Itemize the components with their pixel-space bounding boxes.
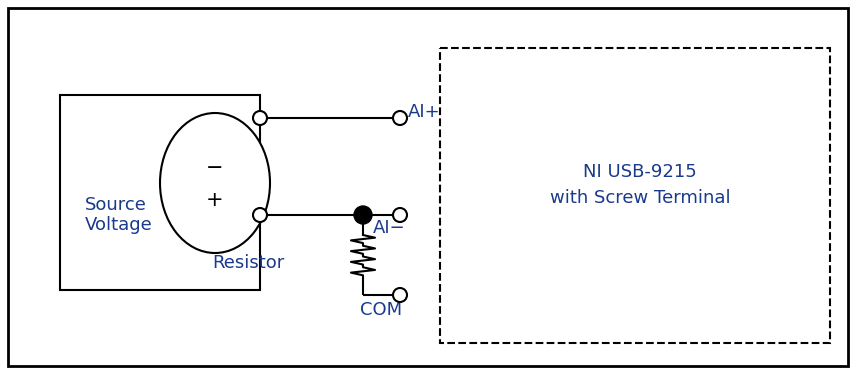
- Circle shape: [393, 111, 407, 125]
- Text: AI+: AI+: [408, 103, 441, 121]
- Text: Voltage: Voltage: [85, 216, 153, 234]
- Text: AI−: AI−: [373, 219, 406, 237]
- Text: NI USB-9215
with Screw Terminal: NI USB-9215 with Screw Terminal: [550, 163, 730, 207]
- Bar: [60, 95, 260, 290]
- Bar: [440, 48, 830, 343]
- Text: +: +: [206, 190, 224, 210]
- Circle shape: [393, 288, 407, 302]
- Circle shape: [393, 208, 407, 222]
- Text: COM: COM: [360, 301, 402, 319]
- Circle shape: [253, 111, 267, 125]
- Circle shape: [253, 208, 267, 222]
- Ellipse shape: [160, 113, 270, 253]
- Text: −: −: [206, 158, 224, 178]
- Text: Resistor: Resistor: [213, 254, 285, 272]
- Circle shape: [354, 206, 372, 224]
- Text: Source: Source: [85, 196, 147, 214]
